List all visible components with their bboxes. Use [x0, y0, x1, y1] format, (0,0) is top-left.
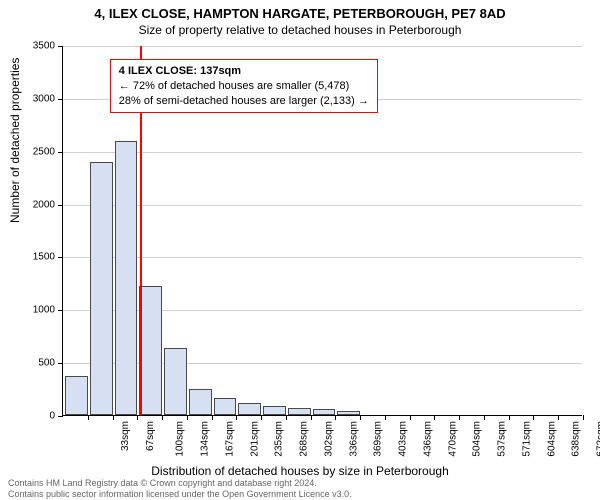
ytick-label: 500 [38, 358, 63, 369]
xtick-label: 470sqm [447, 421, 458, 457]
xtick-label: 436sqm [422, 421, 433, 457]
histogram-bar [288, 408, 311, 415]
xtick-mark [509, 415, 510, 420]
histogram-bar [65, 376, 88, 415]
xtick-mark [286, 415, 287, 420]
info-annotation: 4 ILEX CLOSE: 137sqm← 72% of detached ho… [110, 59, 378, 114]
histogram-bar [164, 348, 187, 415]
xtick-label: 638sqm [571, 421, 582, 457]
xtick-mark [88, 415, 89, 420]
info-line-3: 28% of semi-detached houses are larger (… [119, 94, 369, 109]
footer-line-2: Contains public sector information licen… [8, 489, 352, 499]
page-title: 4, ILEX CLOSE, HAMPTON HARGATE, PETERBOR… [0, 6, 600, 21]
histogram-bar [139, 286, 162, 415]
xtick-mark [113, 415, 114, 420]
info-line-1: 4 ILEX CLOSE: 137sqm [119, 64, 369, 79]
ytick-label: 2500 [33, 146, 63, 157]
histogram-bar [90, 162, 113, 415]
xtick-label: 571sqm [522, 421, 533, 457]
xtick-label: 167sqm [224, 421, 235, 457]
xtick-label: 235sqm [274, 421, 285, 457]
xtick-mark [484, 415, 485, 420]
histogram-bar [263, 406, 286, 416]
xtick-label: 67sqm [145, 421, 156, 451]
xtick-mark [558, 415, 559, 420]
xtick-mark [459, 415, 460, 420]
xtick-label: 336sqm [348, 421, 359, 457]
xtick-mark [583, 415, 584, 420]
xtick-mark [410, 415, 411, 420]
x-axis-label: Distribution of detached houses by size … [0, 464, 600, 478]
ytick-label: 3500 [33, 41, 63, 52]
xtick-mark [187, 415, 188, 420]
chart-area: 050010001500200025003000350033sqm67sqm10… [62, 46, 582, 416]
plot-area: 050010001500200025003000350033sqm67sqm10… [62, 46, 582, 416]
xtick-label: 201sqm [249, 421, 260, 457]
xtick-mark [137, 415, 138, 420]
xtick-label: 100sqm [175, 421, 186, 457]
xtick-mark [311, 415, 312, 420]
xtick-mark [162, 415, 163, 420]
y-axis-label: Number of detached properties [8, 58, 22, 223]
ytick-label: 3000 [33, 93, 63, 104]
ytick-label: 0 [49, 411, 63, 422]
histogram-bar [214, 398, 237, 415]
xtick-label: 537sqm [497, 421, 508, 457]
histogram-bar [115, 141, 138, 415]
ytick-label: 1500 [33, 252, 63, 263]
histogram-bar [238, 403, 261, 415]
xtick-label: 33sqm [120, 421, 131, 451]
xtick-mark [360, 415, 361, 420]
footer-line-1: Contains HM Land Registry data © Crown c… [8, 478, 352, 488]
xtick-mark [385, 415, 386, 420]
histogram-bar [189, 389, 212, 415]
xtick-mark [533, 415, 534, 420]
ytick-label: 2000 [33, 199, 63, 210]
xtick-label: 604sqm [546, 421, 557, 457]
xtick-label: 302sqm [323, 421, 334, 457]
histogram-bar [313, 409, 336, 415]
title-block: 4, ILEX CLOSE, HAMPTON HARGATE, PETERBOR… [0, 0, 600, 37]
xtick-label: 268sqm [299, 421, 310, 457]
info-line-2: ← 72% of detached houses are smaller (5,… [119, 79, 369, 94]
xtick-mark [261, 415, 262, 420]
xtick-label: 369sqm [373, 421, 384, 457]
xtick-mark [212, 415, 213, 420]
xtick-label: 403sqm [398, 421, 409, 457]
xtick-mark [335, 415, 336, 420]
ytick-label: 1000 [33, 305, 63, 316]
footer-attribution: Contains HM Land Registry data © Crown c… [8, 478, 352, 499]
xtick-mark [434, 415, 435, 420]
xtick-label: 504sqm [472, 421, 483, 457]
histogram-bar [337, 411, 360, 415]
xtick-label: 672sqm [596, 421, 600, 457]
page-subtitle: Size of property relative to detached ho… [0, 23, 600, 37]
xtick-label: 134sqm [200, 421, 211, 457]
xtick-mark [236, 415, 237, 420]
